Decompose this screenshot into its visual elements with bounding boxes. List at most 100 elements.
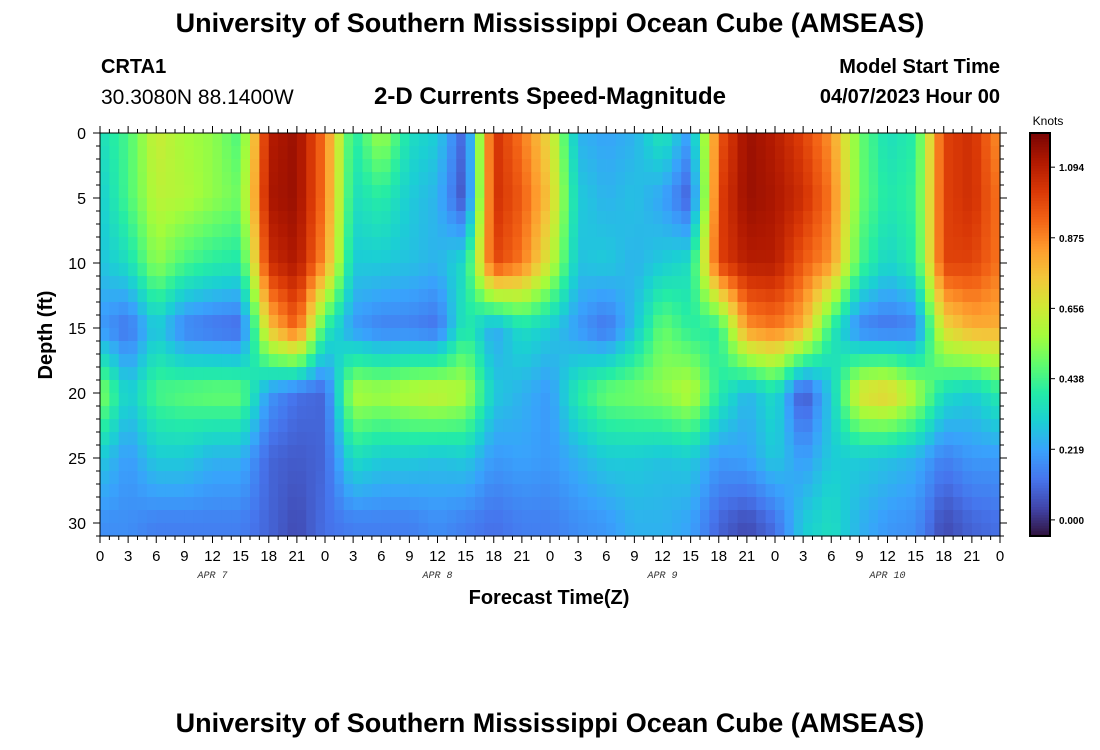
- heatmap-cell: [475, 354, 485, 368]
- heatmap-cell: [925, 471, 935, 485]
- heatmap-cell: [925, 237, 935, 251]
- heatmap-cell: [718, 315, 729, 329]
- heatmap-cell: [850, 367, 860, 381]
- colorbar-swatch: [1030, 313, 1050, 317]
- heatmap-cell: [578, 211, 589, 225]
- heatmap-cell: [521, 276, 532, 290]
- heatmap-cell: [568, 523, 579, 537]
- heatmap-cell: [990, 276, 1001, 290]
- heatmap-cell: [718, 302, 729, 316]
- heatmap-cell: [362, 458, 373, 472]
- heatmap-cell: [643, 302, 654, 316]
- heatmap-cell: [240, 523, 251, 537]
- heatmap-cell: [953, 133, 964, 147]
- heatmap-cell: [325, 380, 335, 394]
- heatmap-cell: [250, 328, 260, 342]
- heatmap-cell: [540, 224, 551, 238]
- heatmap-cell: [493, 185, 504, 199]
- heatmap-cell: [250, 211, 260, 225]
- heatmap-cell: [540, 185, 551, 199]
- heatmap-cell: [981, 523, 992, 537]
- heatmap-cell: [990, 328, 1001, 342]
- heatmap-cell: [550, 185, 560, 199]
- heatmap-cell: [596, 250, 607, 264]
- heatmap-cell: [325, 341, 335, 355]
- heatmap-cell: [896, 237, 907, 251]
- heatmap-cell: [653, 224, 664, 238]
- heatmap-cell: [259, 367, 270, 381]
- heatmap-cell: [737, 302, 748, 316]
- heatmap-cell: [784, 172, 795, 186]
- heatmap-cell: [728, 380, 739, 394]
- colorbar-swatch: [1030, 296, 1050, 301]
- heatmap-cell: [934, 250, 945, 264]
- heatmap-cell: [193, 289, 204, 303]
- heatmap-cell: [259, 276, 270, 290]
- heatmap-cell: [737, 250, 748, 264]
- heatmap-cell: [437, 133, 448, 147]
- heatmap-cell: [446, 315, 457, 329]
- heatmap-cell: [718, 484, 729, 498]
- heatmap-cell: [671, 133, 682, 147]
- heatmap-cell: [240, 354, 251, 368]
- heatmap-cell: [137, 354, 148, 368]
- heatmap-cell: [906, 497, 917, 511]
- heatmap-cell: [690, 523, 701, 537]
- heatmap-cell: [390, 289, 401, 303]
- heatmap-cell: [306, 263, 317, 277]
- heatmap-cell: [775, 133, 785, 147]
- heatmap-cell: [306, 172, 317, 186]
- heatmap-cell: [578, 458, 589, 472]
- colorbar-tick-label: 0.000: [1059, 516, 1084, 527]
- heatmap-cell: [756, 250, 767, 264]
- heatmap-cell: [484, 471, 495, 485]
- heatmap-cell: [137, 198, 148, 212]
- heatmap-cell: [746, 302, 757, 316]
- heatmap-cell: [353, 146, 364, 160]
- heatmap-cell: [165, 224, 176, 238]
- heatmap-cell: [803, 367, 814, 381]
- heatmap-cell: [859, 211, 870, 225]
- heatmap-cell: [953, 380, 964, 394]
- heatmap-cell: [118, 328, 129, 342]
- heatmap-cell: [381, 328, 392, 342]
- heatmap-cell: [690, 276, 701, 290]
- heatmap-cell: [953, 341, 964, 355]
- heatmap-cell: [465, 159, 476, 173]
- heatmap-cell: [343, 159, 354, 173]
- heatmap-cell: [681, 302, 692, 316]
- heatmap-cell: [653, 289, 664, 303]
- heatmap-cell: [146, 237, 157, 251]
- heatmap-cell: [606, 523, 617, 537]
- heatmap-cell: [128, 393, 139, 407]
- heatmap-cell: [362, 432, 373, 446]
- heatmap-cell: [109, 315, 120, 329]
- heatmap-cell: [278, 315, 289, 329]
- heatmap-cell: [625, 159, 635, 173]
- heatmap-cell: [681, 146, 692, 160]
- heatmap-cell: [962, 237, 973, 251]
- heatmap-cell: [878, 315, 889, 329]
- heatmap-cell: [737, 406, 748, 420]
- heatmap-cell: [146, 328, 157, 342]
- heatmap-cell: [493, 250, 504, 264]
- heatmap-cell: [634, 406, 645, 420]
- heatmap-cell: [812, 289, 823, 303]
- heatmap-cell: [428, 198, 439, 212]
- heatmap-cell: [793, 393, 804, 407]
- heatmap-cell: [915, 211, 926, 225]
- heatmap-cell: [221, 250, 232, 264]
- heatmap-cell: [175, 250, 185, 264]
- heatmap-cell: [109, 432, 120, 446]
- heatmap-cell: [503, 276, 514, 290]
- colorbar-swatch: [1030, 345, 1050, 349]
- heatmap-cell: [746, 211, 757, 225]
- heatmap-cell: [287, 471, 298, 485]
- heatmap-cell: [662, 263, 673, 277]
- heatmap-cell: [990, 315, 1001, 329]
- heatmap-cell: [559, 419, 570, 433]
- heatmap-cell: [146, 432, 157, 446]
- heatmap-cell: [906, 341, 917, 355]
- heatmap-cell: [643, 211, 654, 225]
- heatmap-cell: [250, 159, 260, 173]
